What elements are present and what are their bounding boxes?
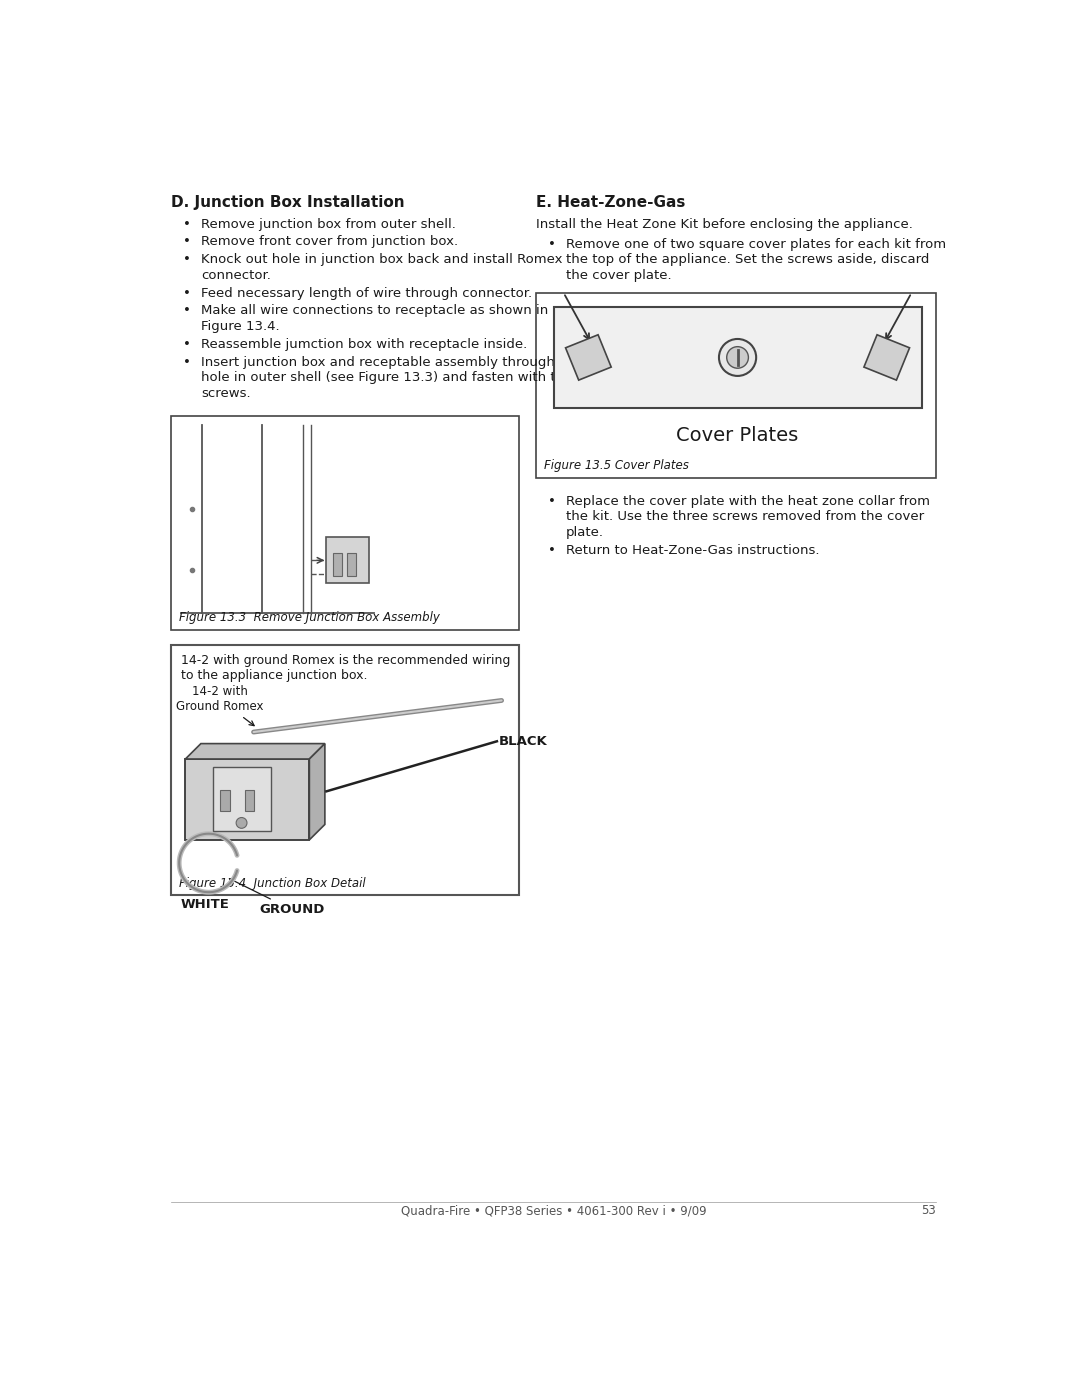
Text: Install the Heat Zone Kit before enclosing the appliance.: Install the Heat Zone Kit before enclosi… bbox=[537, 218, 914, 231]
Text: Feed necessary length of wire through connector.: Feed necessary length of wire through co… bbox=[201, 286, 532, 299]
Text: •: • bbox=[183, 338, 191, 351]
Bar bbox=[333, 553, 342, 576]
Bar bbox=[186, 759, 309, 840]
Text: Insert junction box and receptable assembly through: Insert junction box and receptable assem… bbox=[201, 355, 555, 369]
Text: Replace the cover plate with the heat zone collar from: Replace the cover plate with the heat zo… bbox=[566, 495, 930, 507]
Text: BLACK: BLACK bbox=[499, 735, 548, 747]
Text: Figure 13.3  Remove Junction Box Assembly: Figure 13.3 Remove Junction Box Assembly bbox=[179, 612, 440, 624]
Text: plate.: plate. bbox=[566, 527, 604, 539]
Text: Knock out hole in junction box back and install Romex: Knock out hole in junction box back and … bbox=[201, 253, 563, 265]
Bar bbox=[213, 767, 271, 831]
Text: E. Heat-Zone-Gas: E. Heat-Zone-Gas bbox=[537, 194, 686, 210]
Text: Figure 13.4.: Figure 13.4. bbox=[201, 320, 280, 332]
Text: •: • bbox=[548, 545, 556, 557]
Text: Cover Plates: Cover Plates bbox=[676, 426, 799, 444]
Text: Figure 13.4  Junction Box Detail: Figure 13.4 Junction Box Detail bbox=[179, 877, 366, 890]
Text: •: • bbox=[183, 286, 191, 299]
Text: 14-2 with ground Romex is the recommended wiring
to the appliance junction box.: 14-2 with ground Romex is the recommende… bbox=[180, 654, 510, 682]
Text: the top of the appliance. Set the screws aside, discard: the top of the appliance. Set the screws… bbox=[566, 253, 929, 267]
Text: Figure 13.5 Cover Plates: Figure 13.5 Cover Plates bbox=[544, 460, 689, 472]
Text: Remove one of two square cover plates for each kit from: Remove one of two square cover plates fo… bbox=[566, 237, 946, 250]
Bar bbox=[172, 645, 518, 895]
Circle shape bbox=[237, 817, 247, 828]
Text: WHITE: WHITE bbox=[180, 898, 229, 911]
Text: connector.: connector. bbox=[201, 268, 271, 282]
Text: 14-2 with
Ground Romex: 14-2 with Ground Romex bbox=[176, 685, 264, 725]
Text: •: • bbox=[183, 218, 191, 231]
Text: hole in outer shell (see Figure 13.3) and fasten with two: hole in outer shell (see Figure 13.3) an… bbox=[201, 372, 575, 384]
Polygon shape bbox=[186, 743, 325, 759]
Text: •: • bbox=[183, 305, 191, 317]
Text: D. Junction Box Installation: D. Junction Box Installation bbox=[172, 194, 405, 210]
Text: the kit. Use the three screws removed from the cover: the kit. Use the three screws removed fr… bbox=[566, 510, 924, 524]
Text: the cover plate.: the cover plate. bbox=[566, 270, 672, 282]
Bar bbox=[347, 553, 356, 576]
Polygon shape bbox=[864, 335, 909, 380]
Polygon shape bbox=[566, 335, 611, 380]
Text: Remove junction box from outer shell.: Remove junction box from outer shell. bbox=[201, 218, 456, 231]
Circle shape bbox=[727, 346, 748, 369]
Text: 53: 53 bbox=[921, 1204, 935, 1217]
Bar bbox=[220, 789, 230, 812]
Circle shape bbox=[719, 339, 756, 376]
Text: GROUND: GROUND bbox=[229, 879, 324, 916]
Bar bbox=[172, 415, 518, 630]
Bar bbox=[326, 538, 369, 584]
Polygon shape bbox=[309, 743, 325, 840]
Text: Quadra-Fire • QFP38 Series • 4061-300 Rev i • 9/09: Quadra-Fire • QFP38 Series • 4061-300 Re… bbox=[401, 1204, 706, 1217]
Text: Make all wire connections to receptacle as shown in: Make all wire connections to receptacle … bbox=[201, 305, 549, 317]
Text: screws.: screws. bbox=[201, 387, 251, 400]
Text: •: • bbox=[183, 253, 191, 265]
Bar bbox=[245, 789, 255, 812]
Text: Remove front cover from junction box.: Remove front cover from junction box. bbox=[201, 236, 458, 249]
Text: •: • bbox=[183, 355, 191, 369]
Bar bbox=[537, 293, 935, 478]
Text: •: • bbox=[183, 236, 191, 249]
Text: Return to Heat-Zone-Gas instructions.: Return to Heat-Zone-Gas instructions. bbox=[566, 545, 820, 557]
Text: Reassemble jumction box with receptacle inside.: Reassemble jumction box with receptacle … bbox=[201, 338, 527, 351]
Text: •: • bbox=[548, 237, 556, 250]
Text: •: • bbox=[548, 495, 556, 507]
Bar bbox=[554, 306, 921, 408]
